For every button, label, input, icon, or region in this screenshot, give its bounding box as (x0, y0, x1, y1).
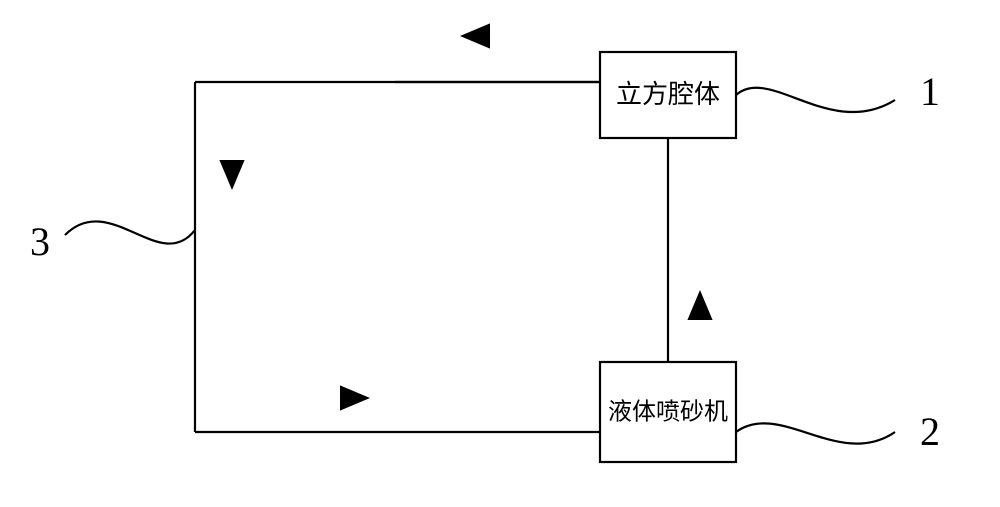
leader-2 (736, 423, 895, 443)
flow-diagram: 立方腔体 液体喷砂机 1 2 3 (0, 0, 1000, 507)
box-bottom-label: 液体喷砂机 (608, 399, 728, 426)
leader-1 (736, 88, 895, 112)
leader-3 (65, 221, 195, 243)
label-2: 2 (920, 409, 940, 454)
box-top-label: 立方腔体 (616, 80, 720, 109)
node-cubic-cavity: 立方腔体 (600, 52, 736, 138)
node-liquid-sandblaster: 液体喷砂机 (600, 362, 736, 462)
arrow-left-icon (460, 23, 490, 48)
label-3: 3 (30, 219, 50, 264)
arrow-right-icon (340, 385, 370, 410)
label-1: 1 (920, 69, 940, 114)
arrow-up-icon (687, 290, 712, 320)
arrow-down-icon (219, 160, 244, 190)
